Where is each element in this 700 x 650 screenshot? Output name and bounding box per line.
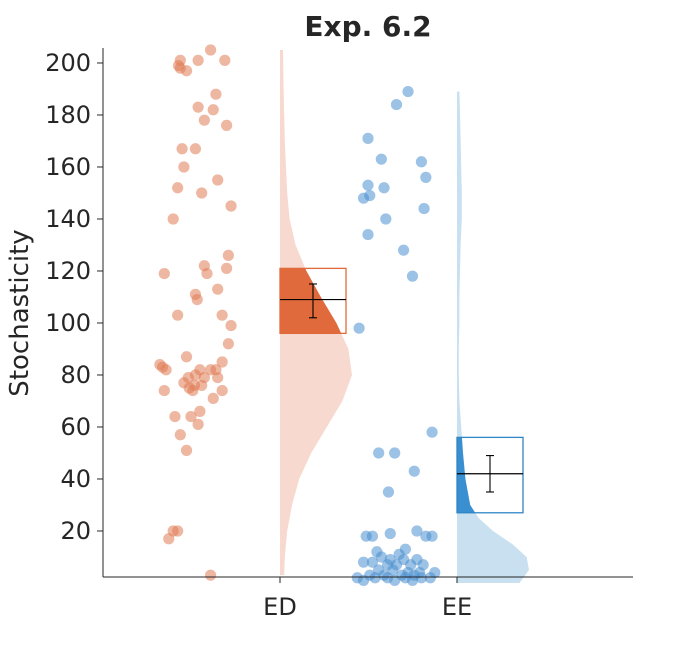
data-point-ee: [424, 572, 436, 584]
data-point-ed: [212, 174, 224, 186]
data-point-ee: [357, 574, 370, 586]
data-point-ee: [418, 202, 430, 215]
data-point-ed: [212, 283, 224, 295]
data-point-ed: [187, 384, 199, 397]
data-point-ed: [210, 88, 222, 100]
data-point-ed: [169, 410, 181, 423]
data-point-ee: [362, 228, 374, 241]
data-point-ed: [167, 213, 179, 225]
data-point-ee: [382, 486, 395, 498]
data-point-ee: [373, 447, 385, 459]
data-point-ed: [207, 392, 219, 404]
data-point-ed: [174, 429, 186, 441]
density-cloud-ee: [457, 91, 529, 583]
data-point-ee: [384, 527, 396, 540]
data-point-ee: [369, 572, 381, 584]
data-point-ee: [380, 213, 392, 225]
data-point-ed: [216, 309, 228, 321]
y-tick-label: 60: [60, 413, 91, 441]
data-point-ed: [216, 384, 228, 397]
data-point-ee: [362, 179, 374, 191]
data-point-ee: [366, 530, 379, 542]
data-point-ed: [219, 54, 231, 66]
data-point-ed: [192, 418, 204, 430]
data-point-ee: [357, 556, 370, 568]
data-point-ed: [172, 182, 184, 194]
data-point-ed: [196, 379, 208, 391]
data-point-ed: [207, 104, 219, 116]
data-point-ed: [216, 356, 228, 368]
data-point-ed: [222, 338, 234, 350]
data-point-ed: [185, 410, 197, 423]
data-point-ed: [221, 262, 233, 274]
data-point-ee: [378, 182, 390, 194]
data-point-ee: [408, 465, 420, 477]
data-point-ed: [198, 114, 210, 126]
x-tick-label: ED: [263, 593, 297, 621]
data-point-ed: [196, 187, 208, 199]
data-point-ed: [158, 267, 170, 280]
data-point-ee: [387, 564, 399, 576]
y-tick-label: 100: [45, 309, 91, 337]
data-point-ee: [402, 85, 414, 98]
y-tick-label: 160: [45, 153, 91, 181]
y-tick-label: 140: [45, 205, 91, 233]
data-point-ed: [221, 119, 233, 131]
data-point-ee: [415, 156, 427, 168]
data-point-ee: [375, 153, 387, 165]
data-point-ee: [426, 426, 438, 438]
data-point-ee: [375, 551, 387, 563]
data-point-ed: [192, 101, 204, 113]
data-point-ee: [389, 447, 401, 459]
data-point-ed: [194, 405, 206, 417]
data-point-ee: [411, 525, 423, 537]
data-point-ee: [420, 171, 432, 183]
box-ee: [456, 436, 524, 514]
data-point-ed: [201, 267, 213, 280]
data-point-ed: [225, 200, 237, 212]
data-point-ed: [192, 54, 204, 66]
data-point-ed: [180, 444, 193, 456]
data-point-ee: [390, 98, 403, 111]
data-point-ed: [172, 309, 184, 321]
data-point-ed: [178, 161, 190, 173]
data-point-ee: [366, 556, 379, 568]
data-point-ee: [364, 189, 376, 202]
data-point-ed: [191, 293, 203, 306]
data-point-ee: [389, 574, 401, 586]
data-point-ed: [158, 384, 170, 397]
data-point-ee: [398, 244, 410, 256]
data-point-ee: [426, 530, 438, 542]
data-point-ee: [406, 574, 419, 586]
data-point-ee: [406, 270, 419, 282]
y-axis-label: Stochasticity: [5, 229, 35, 396]
data-point-ed: [225, 319, 237, 332]
x-tick-label: EE: [442, 593, 472, 621]
data-point-ed: [204, 569, 217, 581]
data-point-ed: [160, 364, 172, 376]
y-tick-label: 120: [45, 257, 91, 285]
data-point-ee: [353, 322, 365, 334]
y-tick-label: 40: [60, 465, 91, 493]
data-point-ed: [180, 65, 193, 77]
data-point-ed: [204, 44, 217, 56]
y-tick-label: 180: [45, 101, 91, 129]
y-tick-label: 200: [45, 49, 91, 77]
box-ed: [279, 267, 347, 335]
data-point-ee: [415, 572, 427, 584]
data-point-ee: [362, 132, 374, 144]
data-point-ed: [180, 351, 193, 363]
data-point-ed: [189, 143, 202, 155]
data-point-ed: [222, 249, 234, 261]
y-tick-label: 20: [60, 517, 91, 545]
y-tick-label: 80: [60, 361, 91, 389]
data-point-ed: [172, 525, 184, 537]
data-point-ed: [212, 371, 224, 384]
data-point-ed: [163, 533, 175, 545]
data-point-ed: [176, 143, 188, 155]
plot-area: 20 40 60 80 100 120 140 160 180 200 ED EE: [45, 44, 633, 621]
chart-title: Exp. 6.2: [304, 10, 431, 43]
